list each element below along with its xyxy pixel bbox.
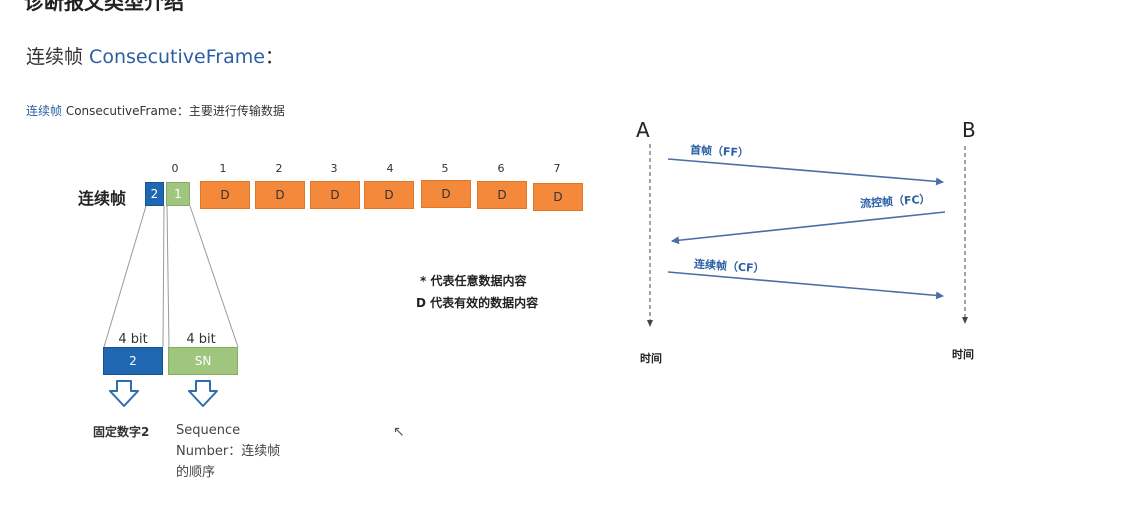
note-star: * 代表任意数据内容 xyxy=(420,274,527,288)
heading-en: ConsecutiveFrame xyxy=(89,46,265,68)
section-heading: 连续帧 ConsecutiveFrame： xyxy=(26,42,284,69)
data-cell-3: D xyxy=(310,181,360,209)
sn-bit-width: 4 bit xyxy=(186,332,216,347)
byte-index-5: 5 xyxy=(441,162,449,175)
data-cell-1: D xyxy=(200,181,250,209)
message-arrow-cf xyxy=(667,271,944,300)
data-cell-5: D xyxy=(421,180,471,208)
message-label-ff: 首帧（FF） xyxy=(689,143,750,160)
data-cell-7: D xyxy=(533,183,583,211)
time-label-b: 时间 xyxy=(952,348,974,361)
data-cell-2: D xyxy=(255,181,305,209)
byte-index-1: 1 xyxy=(219,162,227,175)
byte-index-0: 0 xyxy=(171,162,179,175)
pci-type-nibble: 2 xyxy=(103,347,163,375)
sn-description: Sequence Number：连续帧 的顺序 xyxy=(176,420,280,483)
byte-index-6: 6 xyxy=(497,162,505,175)
node-b-label: B xyxy=(962,118,976,142)
byte-index-7: 7 xyxy=(553,162,561,175)
sn-desc-line-2: Number：连续帧 xyxy=(176,444,281,459)
caption: 连续帧 ConsecutiveFrame：主要进行传输数据 xyxy=(26,102,285,119)
page-top-title: 诊断报文类型介绍 xyxy=(24,0,184,14)
caption-highlight: 连续帧 xyxy=(26,104,63,118)
heading-cn: 连续帧 xyxy=(26,46,90,68)
pci-type-cell: 2 xyxy=(145,182,164,206)
byte-index-3: 3 xyxy=(330,162,338,175)
message-arrow-fc xyxy=(671,211,946,245)
byte-index-2: 2 xyxy=(275,162,283,175)
caption-text: ConsecutiveFrame：主要进行传输数据 xyxy=(62,104,285,118)
data-cell-4: D xyxy=(364,181,414,209)
down-arrow-icon xyxy=(109,380,139,407)
type-description: 固定数字2 xyxy=(93,425,150,439)
time-label-a: 时间 xyxy=(640,352,662,365)
node-a-label: A xyxy=(636,118,650,142)
sequence-number-cell: 1 xyxy=(166,182,190,206)
sn-nibble: SN xyxy=(168,347,238,375)
sn-desc-line-3: 的顺序 xyxy=(176,465,216,480)
sn-desc-line-1: Sequence xyxy=(176,423,241,438)
mouse-cursor-icon: ↖ xyxy=(393,424,405,440)
byte-index-4: 4 xyxy=(386,162,394,175)
message-arrow-ff xyxy=(667,158,944,186)
note-d: D 代表有效的数据内容 xyxy=(416,296,539,310)
heading-suffix: ： xyxy=(264,46,284,68)
frame-label: 连续帧 xyxy=(78,189,127,208)
down-arrow-icon xyxy=(188,380,218,407)
data-cell-6: D xyxy=(477,181,527,209)
type-bit-width: 4 bit xyxy=(118,332,148,347)
